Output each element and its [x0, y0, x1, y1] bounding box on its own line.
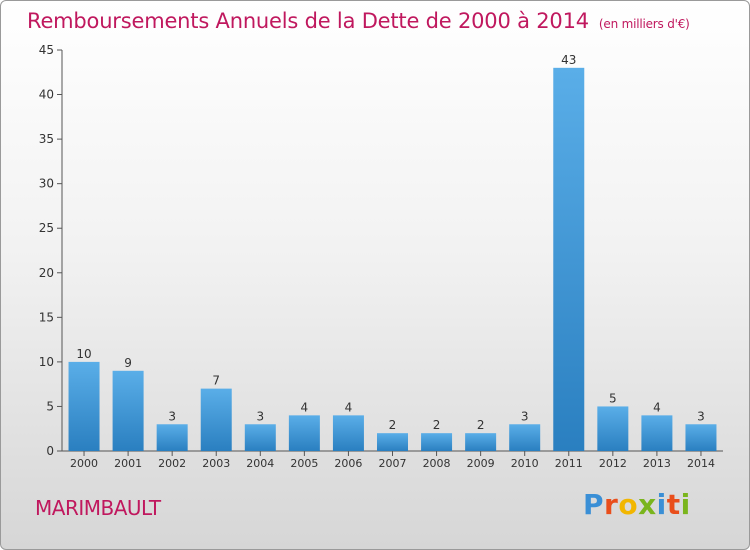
y-tick-label: 10 [39, 355, 54, 369]
bar-2002 [156, 424, 188, 451]
x-tick-label-2005: 2005 [290, 457, 318, 470]
bar-2005 [288, 415, 320, 451]
bar-2000 [68, 361, 100, 451]
data-label-2003: 7 [212, 374, 220, 388]
logo-letter: r [604, 488, 619, 521]
data-label-2011: 43 [561, 53, 576, 67]
logo-letter: t [666, 488, 681, 521]
logo-letter: o [618, 488, 639, 521]
y-tick-label: 30 [39, 177, 54, 191]
y-tick-label: 0 [46, 444, 54, 458]
data-label-2005: 4 [301, 400, 309, 414]
bar-2004 [244, 424, 276, 451]
bar-2007 [377, 433, 408, 451]
x-tick-label-2002: 2002 [158, 457, 186, 470]
chart-title: Remboursements Annuels de la Dette de 20… [27, 9, 690, 33]
bar-2013 [641, 415, 673, 451]
data-label-2000: 10 [76, 347, 91, 361]
y-tick-label: 5 [46, 399, 54, 413]
data-label-2002: 3 [168, 409, 176, 423]
y-tick-label: 35 [39, 132, 54, 146]
y-tick-label: 45 [39, 43, 54, 57]
data-label-2006: 4 [345, 400, 353, 414]
x-tick-label-2003: 2003 [202, 457, 230, 470]
data-label-2007: 2 [389, 418, 397, 432]
logo-letter: P [583, 488, 605, 521]
data-label-2004: 3 [256, 409, 264, 423]
y-tick-label: 40 [39, 88, 54, 102]
data-label-2014: 3 [697, 409, 705, 423]
x-tick-label-2007: 2007 [379, 457, 407, 470]
x-tick-label-2012: 2012 [599, 457, 627, 470]
data-label-2010: 3 [521, 409, 529, 423]
logo-letter: i [656, 488, 667, 521]
bar-2003 [200, 388, 232, 451]
x-tick-label-2011: 2011 [555, 457, 583, 470]
bar-2001 [112, 370, 144, 451]
data-label-2001: 9 [124, 356, 132, 370]
x-tick-label-2010: 2010 [511, 457, 539, 470]
bar-2010 [509, 424, 541, 451]
x-tick-label-2014: 2014 [687, 457, 715, 470]
commune-name: MARIMBAULT [35, 496, 161, 520]
data-label-2008: 2 [433, 418, 441, 432]
bar-2012 [597, 406, 629, 451]
data-label-2012: 5 [609, 391, 617, 405]
bar-2009 [465, 433, 497, 451]
x-tick-label-2008: 2008 [423, 457, 451, 470]
logo-letter: x [638, 488, 657, 521]
x-tick-label-2013: 2013 [643, 457, 671, 470]
bar-2011 [553, 67, 585, 452]
logo-letter: i [680, 488, 691, 521]
x-tick-label-2000: 2000 [70, 457, 98, 470]
chart-unit: (en milliers d'€) [598, 17, 690, 31]
chart-title-text: Remboursements Annuels de la Dette de 20… [27, 9, 589, 33]
proxiti-logo: Proxiti [583, 488, 691, 521]
data-label-2013: 4 [653, 400, 661, 414]
y-tick-label: 15 [39, 310, 54, 324]
y-tick-label: 25 [39, 221, 54, 235]
y-tick-label: 20 [39, 266, 54, 280]
x-tick-label-2006: 2006 [334, 457, 362, 470]
x-tick-label-2004: 2004 [246, 457, 274, 470]
x-tick-label-2001: 2001 [114, 457, 142, 470]
bar-2014 [685, 424, 717, 451]
x-tick-label-2009: 2009 [467, 457, 495, 470]
data-label-2009: 2 [477, 418, 485, 432]
bar-2006 [332, 415, 364, 451]
bar-2008 [421, 433, 453, 451]
